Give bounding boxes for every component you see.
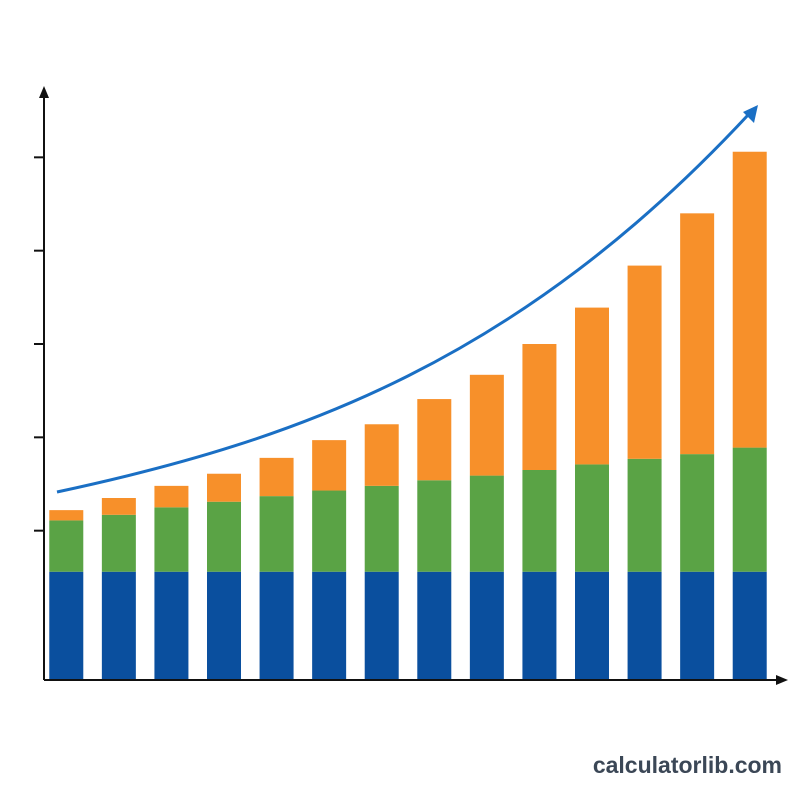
bar-segment xyxy=(627,265,662,459)
bar-segment xyxy=(732,447,767,572)
trend-arrow-head xyxy=(743,105,758,123)
bar-segment xyxy=(259,571,294,680)
bar-segment xyxy=(627,571,662,680)
bar-segment xyxy=(259,457,294,497)
bar-segment xyxy=(259,496,294,572)
bar-segment xyxy=(49,520,84,572)
bar-segment xyxy=(680,213,715,455)
bar-segment xyxy=(101,571,136,680)
bar-segment xyxy=(364,571,399,680)
bar-segment xyxy=(469,374,504,476)
trend-arrow xyxy=(56,113,750,494)
bar-segment xyxy=(207,501,241,572)
bar-segment xyxy=(312,571,347,680)
bar-segment xyxy=(575,571,609,680)
y-axis-arrow xyxy=(39,86,49,98)
bar-segment xyxy=(417,480,452,572)
bar-segment xyxy=(732,571,767,680)
bar-segment xyxy=(575,307,609,465)
bar-segment xyxy=(207,473,241,502)
bar-segment xyxy=(522,344,557,470)
x-axis-arrow xyxy=(776,675,788,685)
bar-segment xyxy=(575,464,609,572)
plot-area xyxy=(34,151,767,680)
bar-segment xyxy=(154,507,189,572)
bar-segment xyxy=(680,571,715,680)
bar-segment xyxy=(627,458,662,572)
bar-segment xyxy=(207,571,241,680)
bar-segment xyxy=(49,510,84,521)
bar-segment xyxy=(312,440,347,491)
bar-segment xyxy=(469,571,504,680)
bar-segment xyxy=(417,399,452,481)
bar-segment xyxy=(101,498,136,515)
bar-segment xyxy=(154,485,189,508)
bar-segment xyxy=(469,475,504,572)
bar-segment xyxy=(49,571,84,680)
bar-segment xyxy=(732,151,767,448)
bar-segment xyxy=(417,571,452,680)
bar-segment xyxy=(312,490,347,572)
bar-segment xyxy=(522,470,557,572)
bar-segment xyxy=(101,514,136,572)
watermark: calculatorlib.com xyxy=(593,752,782,778)
bar-segment xyxy=(364,424,399,486)
bar-segment xyxy=(680,454,715,572)
bar-segment xyxy=(522,571,557,680)
bar-segment xyxy=(154,571,189,680)
bar-segment xyxy=(364,485,399,572)
